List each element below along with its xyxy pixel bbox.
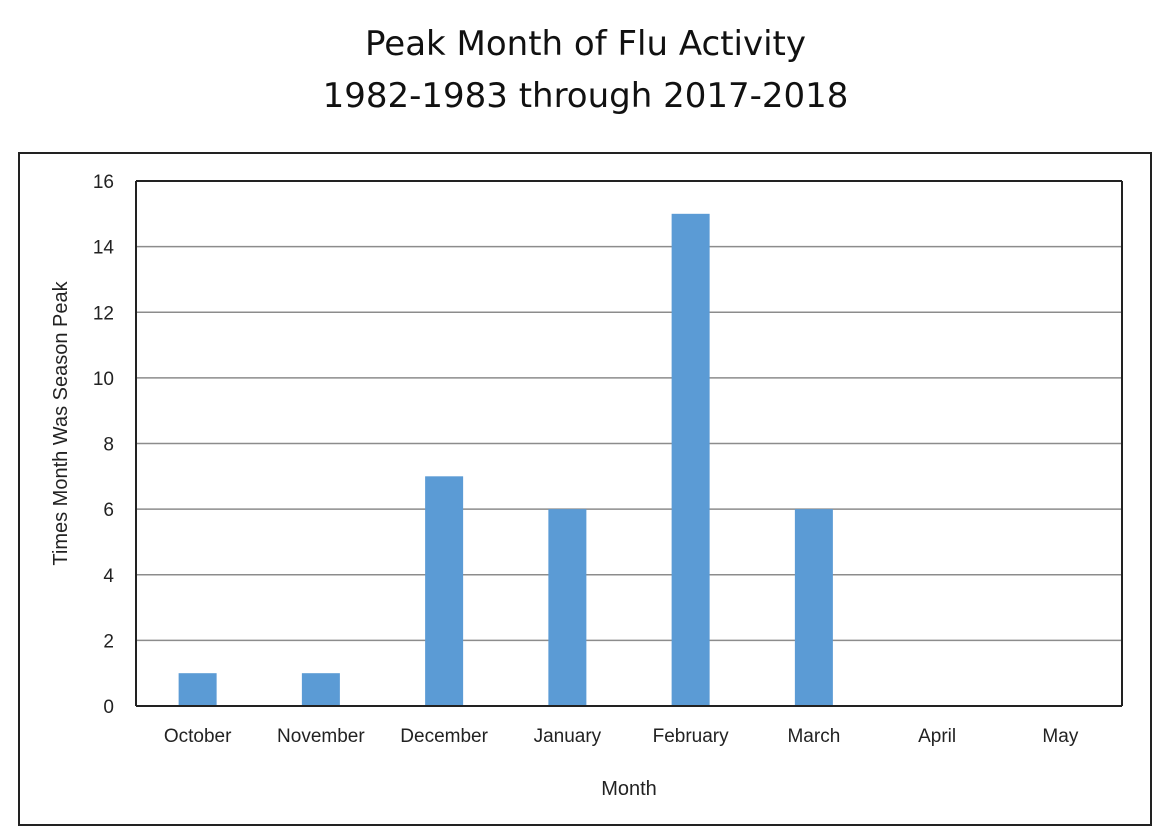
y-tick-label: 0 — [103, 697, 114, 718]
y-tick-label: 8 — [103, 435, 114, 456]
x-tick-label: May — [1042, 726, 1078, 747]
gridlines — [136, 180, 1122, 642]
x-tick-label: December — [400, 726, 488, 747]
x-tick-labels: October November December January February Ma… — [164, 726, 1079, 747]
y-tick-label: 6 — [103, 500, 114, 521]
x-tick-label: October — [164, 726, 232, 747]
bar-february — [671, 213, 710, 706]
x-tick-label: January — [534, 726, 602, 747]
x-tick-label: April — [918, 726, 956, 747]
bar-november — [301, 673, 340, 706]
chart-frame — [18, 152, 1152, 826]
y-tick-label: 14 — [93, 238, 115, 259]
x-axis-title: Month — [601, 778, 657, 800]
chart-title-block: Peak Month of Flu Activity 1982-1983 thr… — [0, 18, 1171, 122]
y-axis-title: Times Month Was Season Peak — [50, 280, 72, 565]
y-tick-label: 16 — [93, 172, 114, 193]
bar-december — [425, 476, 464, 706]
x-tick-label: November — [277, 726, 365, 747]
y-tick-label: 4 — [103, 566, 114, 587]
bar-january — [548, 509, 587, 706]
chart-title: Peak Month of Flu Activity — [364, 24, 806, 64]
y-tick-label: 12 — [93, 303, 114, 324]
bars — [178, 213, 833, 706]
y-tick-labels: 0 2 4 6 8 10 12 14 16 — [93, 172, 115, 718]
x-tick-label: February — [653, 726, 730, 747]
y-tick-label: 10 — [93, 369, 114, 390]
bar-march — [794, 509, 833, 706]
y-tick-label: 2 — [103, 631, 114, 652]
bar-october — [178, 673, 217, 706]
x-tick-label: March — [787, 726, 840, 747]
axes — [135, 180, 1123, 707]
chart-subtitle: 1982-1983 through 2017-2018 — [322, 76, 849, 116]
